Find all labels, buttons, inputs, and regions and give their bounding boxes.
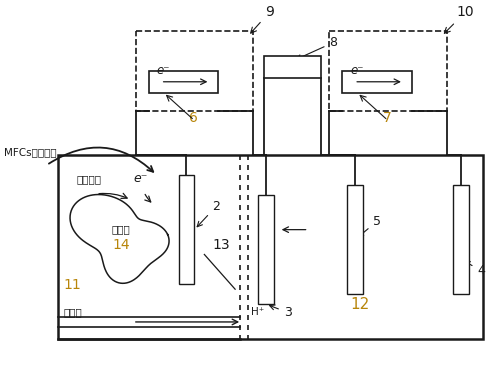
Bar [178,175,194,284]
Bar [347,185,362,294]
Text: 10: 10 [443,5,473,33]
Bar [329,31,445,110]
Text: 13: 13 [212,239,229,252]
Text: 2: 2 [197,200,220,227]
Text: 氧化产物: 氧化产物 [76,174,101,184]
Text: 微生物: 微生物 [111,225,130,235]
Text: 5: 5 [358,215,380,237]
Bar [136,31,253,110]
Text: 3: 3 [269,305,291,319]
Text: 7: 7 [382,112,391,126]
Bar [342,71,411,93]
Bar [148,71,218,93]
Text: MFCs阳极进水: MFCs阳极进水 [4,147,57,157]
Text: 8: 8 [296,36,337,59]
Bar [258,195,273,304]
Text: e⁻: e⁻ [156,64,170,77]
Text: 9: 9 [250,5,273,33]
Bar [264,56,321,78]
Text: 6: 6 [189,112,198,126]
Bar [452,185,468,294]
Text: e⁻: e⁻ [134,172,148,185]
Text: e⁻: e⁻ [350,64,363,77]
Text: 12: 12 [350,297,369,312]
Text: 11: 11 [63,278,81,292]
Text: H⁺: H⁺ [250,307,264,317]
Bar [58,155,482,339]
Text: 14: 14 [112,237,130,251]
Text: 4: 4 [464,261,484,277]
Text: 有机物: 有机物 [63,307,82,317]
